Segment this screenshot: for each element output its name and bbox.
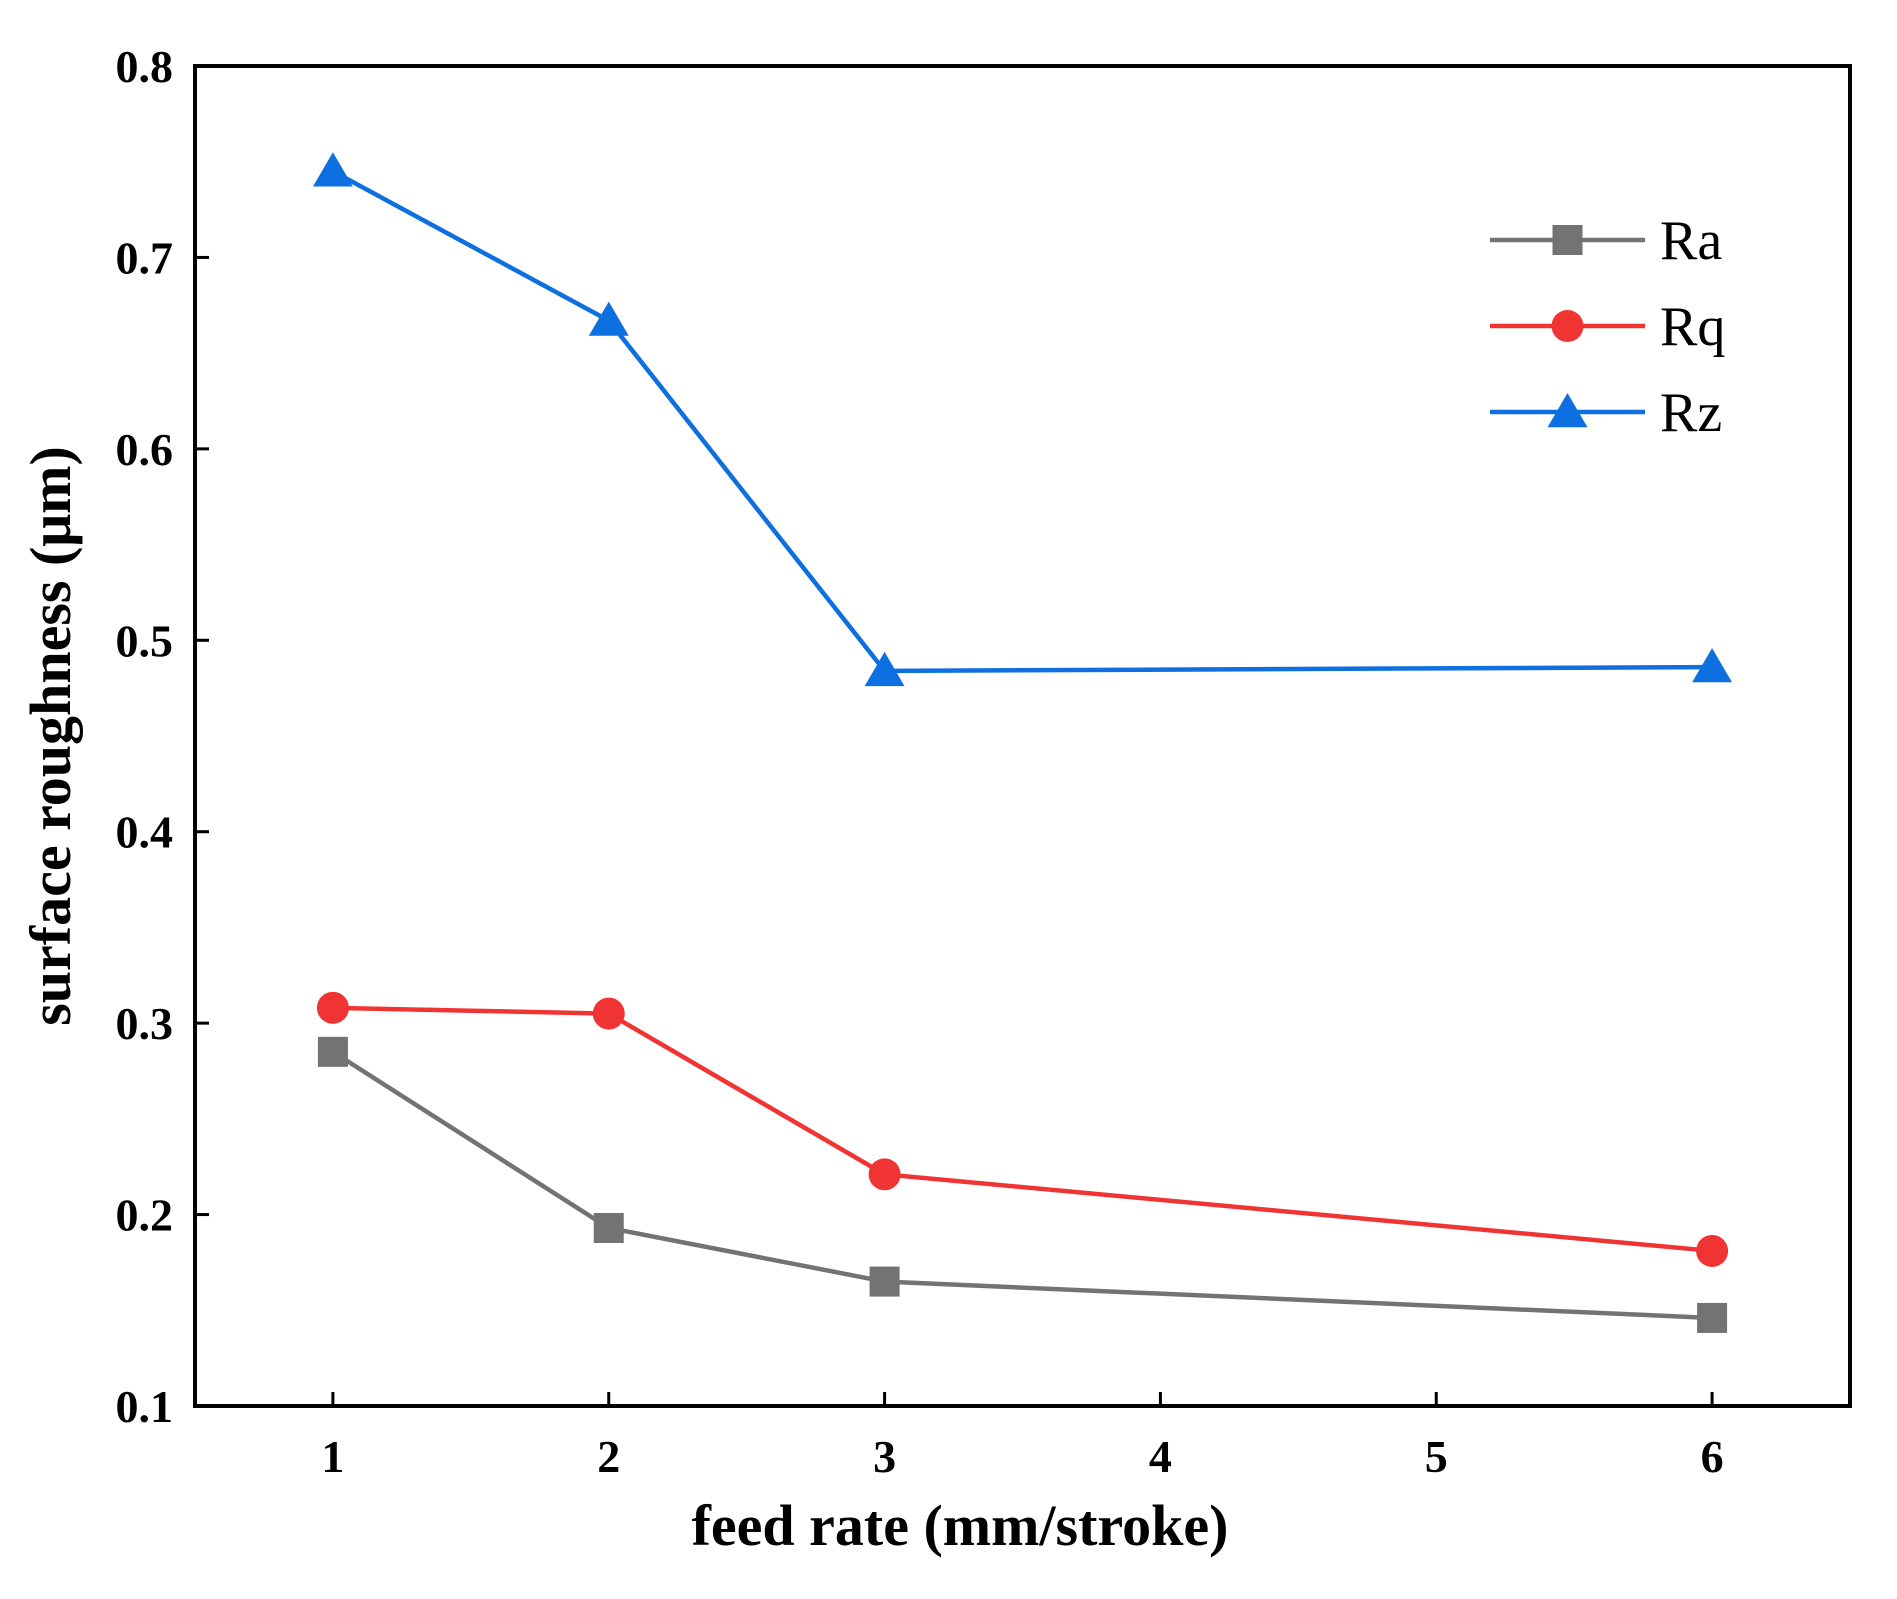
data-point-rz (588, 301, 629, 336)
legend: Ra Rq Rz (1490, 210, 1725, 444)
y-axis: 0.1 0.2 0.3 0.4 0.5 0.6 0.7 0.8 (116, 41, 209, 1432)
legend-marker-ra (1552, 225, 1583, 255)
x-tick-label: 4 (1149, 1431, 1172, 1482)
x-tick-label: 5 (1425, 1431, 1448, 1482)
y-tick-label: 0.5 (116, 615, 174, 666)
data-point-rz (864, 651, 905, 687)
series-line-rq (332, 1005, 1713, 1254)
data-point-rq (1696, 1234, 1729, 1267)
series-layer (312, 152, 1733, 1333)
x-tick-label: 2 (597, 1431, 620, 1482)
legend-label-rz: Rz (1660, 382, 1722, 444)
plot-frame (193, 64, 1852, 1408)
series-line-ra (331, 1049, 1713, 1321)
series-rq (316, 991, 1729, 1267)
series-line-rz (331, 169, 1713, 674)
legend-item-ra: Ra (1490, 210, 1722, 272)
y-tick-label: 0.4 (116, 807, 174, 858)
data-point-rz (1692, 648, 1733, 683)
x-axis: 1 2 3 4 5 6 (321, 1392, 1724, 1482)
legend-marker-rq (1551, 310, 1584, 342)
data-point-ra (593, 1212, 624, 1243)
data-point-rq (868, 1158, 901, 1191)
y-tick-label: 0.6 (116, 424, 174, 475)
x-axis-title: feed rate (mm/stroke) (692, 1493, 1229, 1558)
data-point-rq (592, 997, 625, 1030)
legend-marker-rz (1547, 393, 1588, 428)
x-tick-label: 3 (873, 1431, 896, 1482)
data-point-rz (312, 152, 353, 187)
data-point-rq (316, 991, 349, 1024)
legend-label-rq: Rq (1660, 296, 1725, 358)
series-ra (317, 1036, 1728, 1333)
data-point-ra (317, 1036, 348, 1067)
x-tick-label: 1 (321, 1431, 344, 1482)
series-rz (312, 152, 1733, 687)
y-axis-title: surface roughness (μm) (18, 446, 83, 1026)
y-tick-label: 0.7 (116, 232, 174, 283)
x-tick-label: 6 (1701, 1431, 1724, 1482)
legend-item-rz: Rz (1490, 382, 1722, 444)
data-point-ra (1697, 1302, 1728, 1333)
legend-label-ra: Ra (1660, 210, 1722, 272)
y-tick-label: 0.2 (116, 1190, 174, 1241)
legend-item-rq: Rq (1490, 296, 1725, 358)
data-point-ra (869, 1266, 900, 1297)
y-tick-label: 0.3 (116, 998, 174, 1049)
y-tick-label: 0.1 (116, 1381, 174, 1432)
y-tick-label: 0.8 (116, 41, 174, 92)
